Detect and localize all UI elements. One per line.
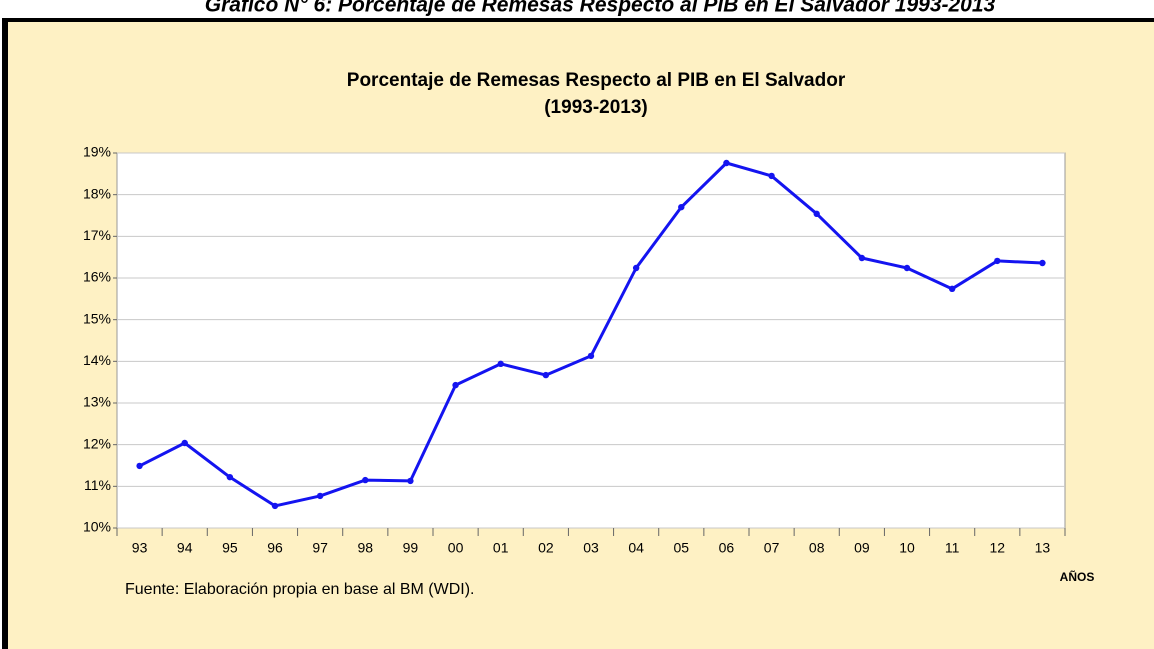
data-point [407,477,414,485]
x-tick-label: 02 [538,540,554,556]
plot-area [116,152,1066,529]
x-tick-label: 95 [222,540,238,556]
data-point [632,264,640,272]
x-axis-label: AÑOS [1060,569,1095,584]
data-point [271,502,279,510]
y-tick-label: 18% [83,185,111,201]
x-tick-label: 93 [132,540,148,556]
x-tick-label: 03 [583,540,599,556]
y-tick-label: 15% [83,310,111,326]
x-tick-label: 07 [764,540,780,556]
x-tick-label: 06 [719,540,735,556]
y-tick-label: 16% [83,269,111,285]
data-point [181,439,188,447]
x-tick-label: 11 [945,540,960,556]
y-tick-label: 13% [83,394,111,410]
x-tick-label: 13 [1035,540,1051,556]
x-tick-label: 01 [493,540,509,556]
x-tick-label: 99 [403,540,419,556]
data-point [136,462,143,470]
x-tick-label: 94 [177,540,193,556]
data-point [723,159,730,167]
chart-subtitle: (1993-2013) [544,97,648,118]
data-point [587,352,595,360]
y-tick-label: 10% [83,519,111,535]
x-tick-label: 96 [267,540,283,556]
data-point [994,257,1001,265]
data-point [362,476,369,484]
y-tick-label: 11% [84,477,111,493]
x-tick-label: 08 [809,540,825,556]
data-point [497,360,504,368]
source-note: Fuente: Elaboración propia en base al BM… [125,581,475,598]
frame-left [2,20,8,649]
x-tick-label: 09 [854,540,870,556]
data-point [452,381,459,389]
heading: Gráfico N° 6: Porcentaje de Remesas Resp… [205,0,996,17]
x-tick-label: 98 [357,540,373,556]
x-tick-label: 10 [899,540,915,556]
frame-top [2,18,1154,22]
data-point [542,371,550,379]
x-tick-label: 05 [673,540,689,556]
data-point [226,473,234,481]
x-tick-label: 00 [448,540,464,556]
data-point [768,172,775,180]
y-tick-label: 17% [83,227,111,243]
data-point [858,254,866,262]
data-point [903,264,911,272]
data-point [678,203,685,211]
x-tick-label: 97 [312,540,328,556]
y-tick-label: 12% [83,435,111,451]
data-point [316,492,324,500]
data-point [948,285,956,293]
data-point [813,210,820,218]
y-tick-label: 19% [83,144,111,160]
data-point [1039,259,1046,267]
x-tick-label: 12 [989,540,1005,556]
x-tick-label: 04 [628,540,644,556]
chart-title: Porcentaje de Remesas Respecto al PIB en… [347,70,846,91]
y-tick-label: 14% [83,352,111,368]
